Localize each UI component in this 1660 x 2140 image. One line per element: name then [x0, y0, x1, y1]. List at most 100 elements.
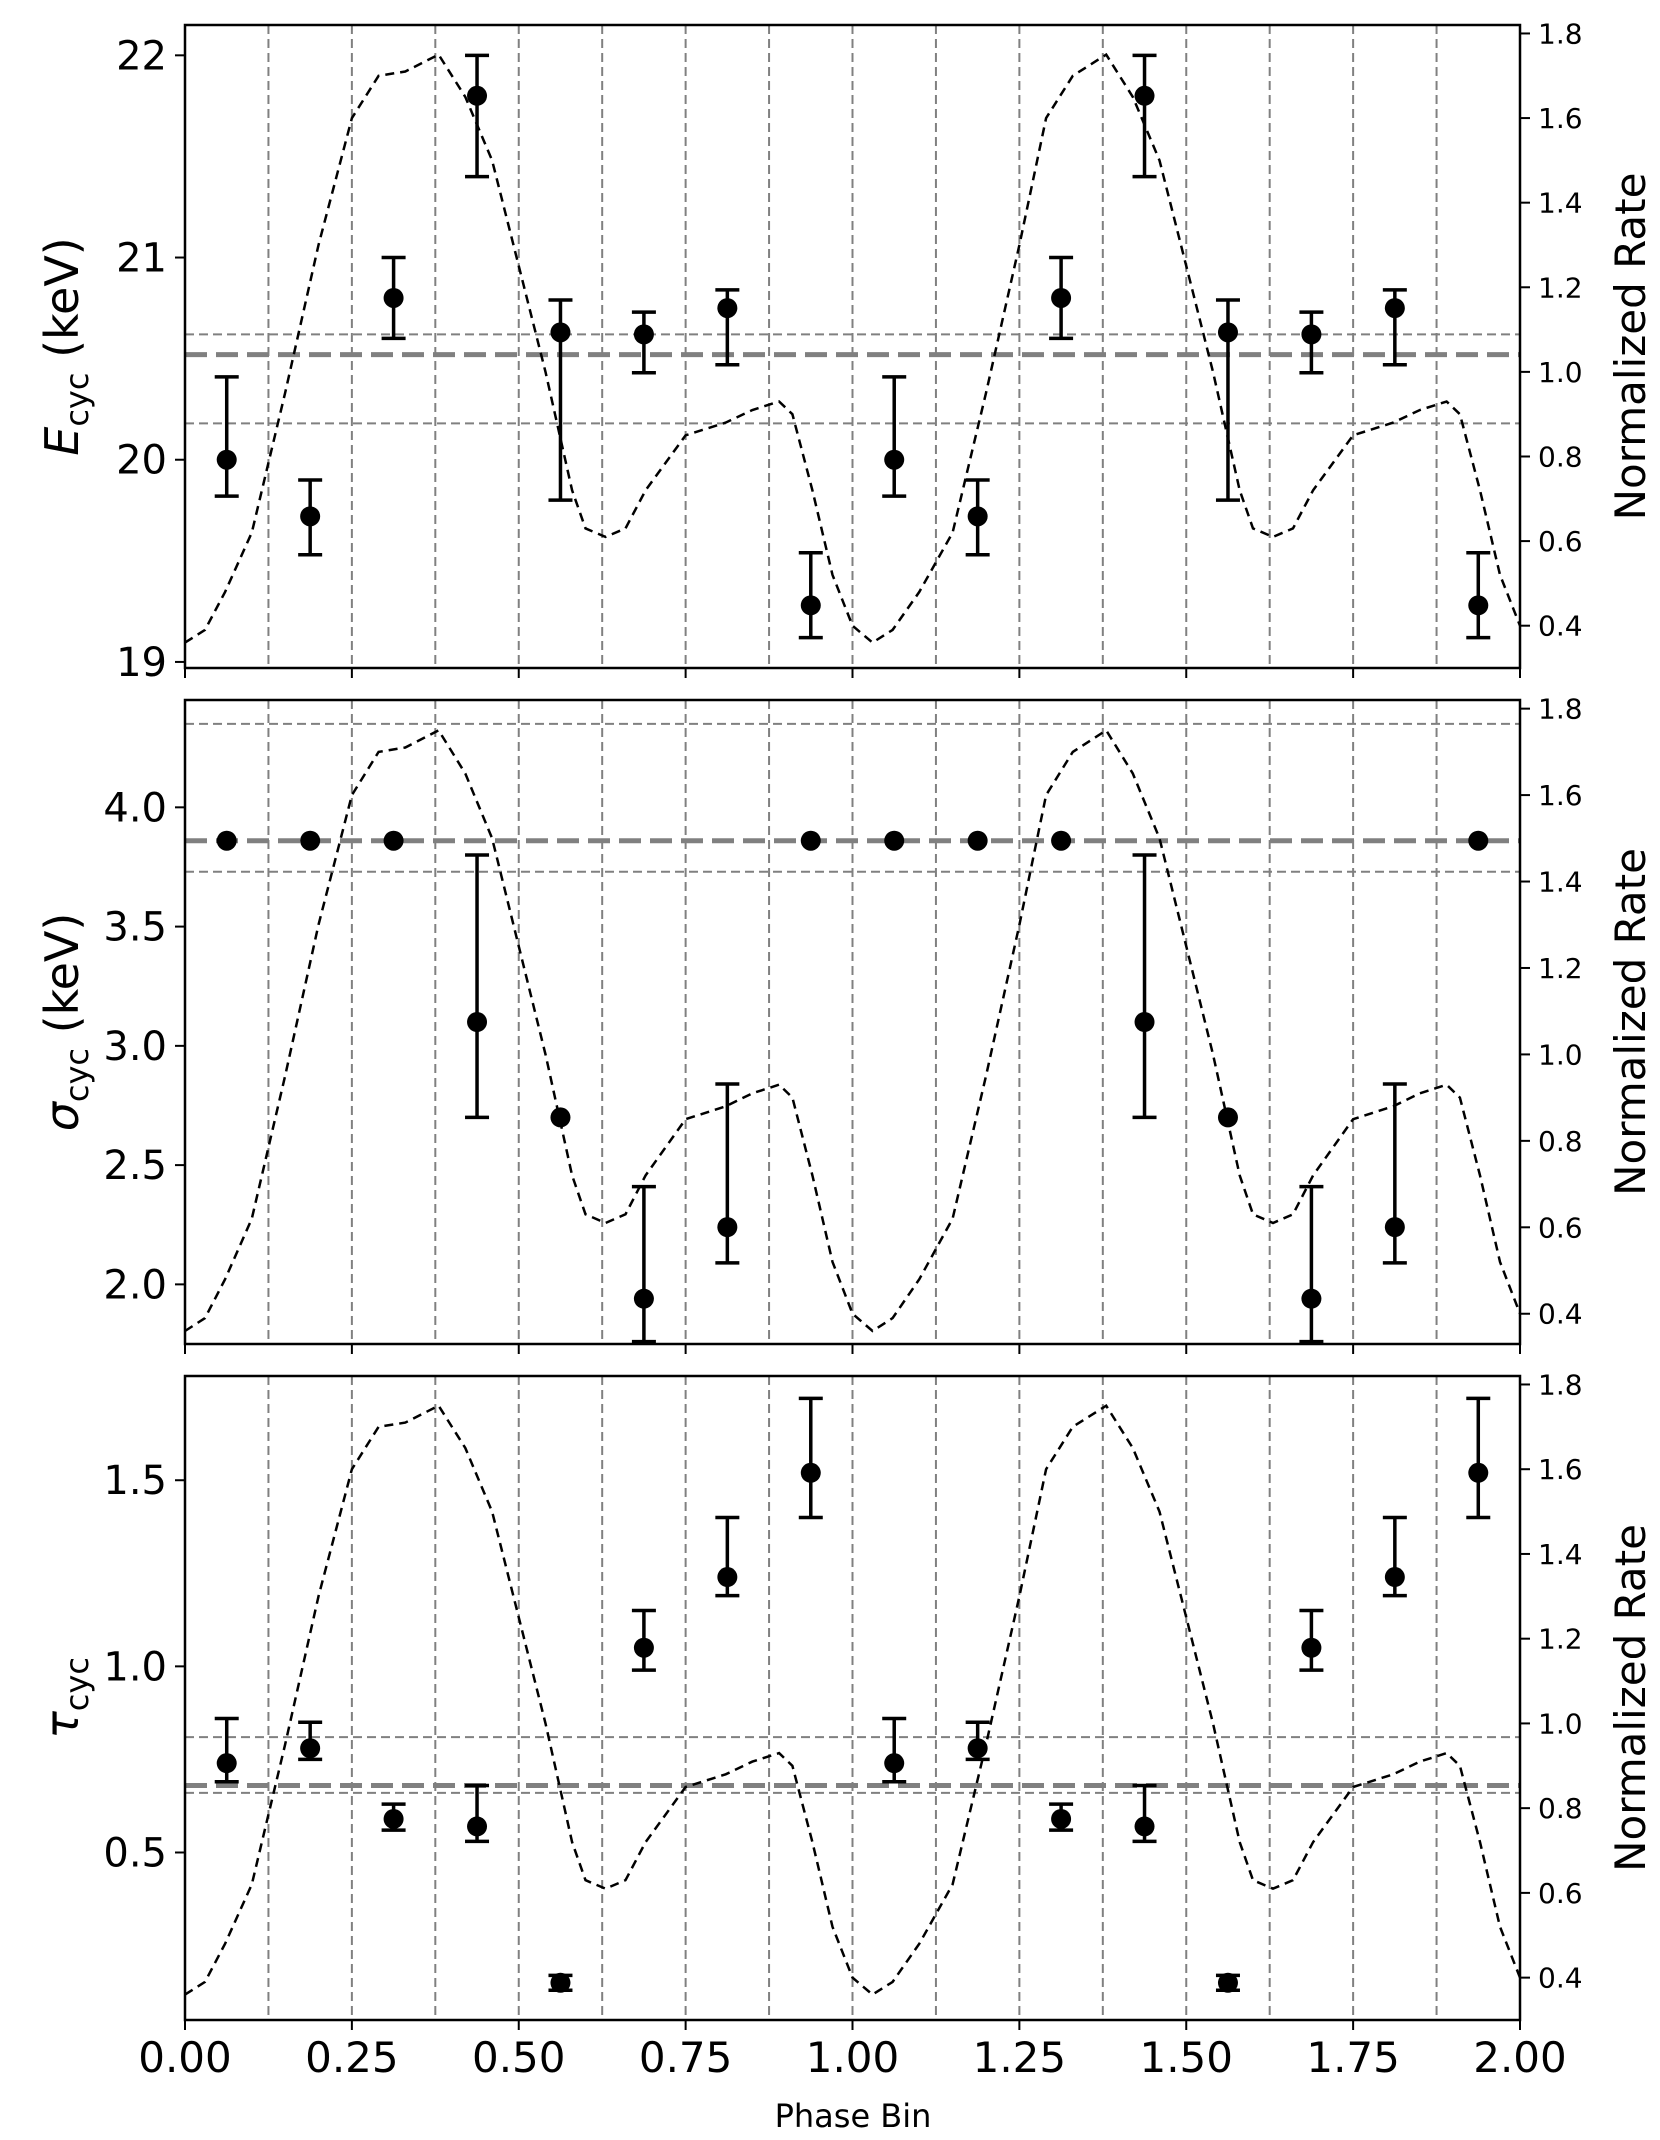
x-tick-label: 1.75: [1306, 2033, 1400, 2082]
x-tick-label: 0.25: [305, 2033, 399, 2082]
x-tick-label: 1.50: [1139, 2033, 1233, 2082]
y-label-subscript: cyc: [58, 1048, 96, 1102]
data-point: [1051, 1808, 1072, 1829]
x-tick-label: 1.25: [973, 2033, 1067, 2082]
right-y-tick-label: 1.8: [1538, 17, 1583, 50]
right-y-tick-label: 1.8: [1538, 693, 1583, 726]
right-y-tick-label: 0.4: [1538, 1962, 1583, 1995]
data-point: [1468, 595, 1489, 616]
y-tick-label: 1.5: [103, 1458, 167, 1504]
right-y-tick-label: 0.8: [1538, 1125, 1583, 1158]
right-y-tick-label: 1.2: [1538, 1623, 1583, 1656]
data-point: [884, 1753, 905, 1774]
right-y-tick-label: 0.4: [1538, 1298, 1583, 1331]
y-axis-label: τcyc: [35, 1657, 96, 1739]
data-point: [1384, 298, 1405, 319]
data-point: [467, 1816, 488, 1837]
y-tick-label: 20: [116, 438, 167, 484]
right-y-tick-label: 1.0: [1538, 356, 1583, 389]
data-point: [1468, 830, 1489, 851]
data-point: [1384, 1567, 1405, 1588]
y-tick-label: 2.5: [103, 1143, 167, 1189]
y-tick-label: 3.5: [103, 905, 167, 951]
right-y-tick-label: 0.6: [1538, 1211, 1583, 1244]
y-tick-label: 2.0: [103, 1262, 167, 1308]
right-y-tick-label: 1.6: [1538, 1453, 1583, 1486]
right-y-tick-label: 1.6: [1538, 779, 1583, 812]
y-tick-label: 22: [116, 33, 167, 79]
data-point: [550, 1107, 571, 1128]
data-point: [216, 830, 237, 851]
right-y-tick-label: 1.4: [1538, 866, 1583, 899]
data-point: [1051, 287, 1072, 308]
data-point: [884, 449, 905, 470]
right-y-tick-label: 0.6: [1538, 1877, 1583, 1910]
x-tick-label: 1.00: [806, 2033, 900, 2082]
right-y-axis-label: Normalized Rate: [1606, 173, 1655, 521]
y-tick-label: 19: [116, 640, 167, 686]
right-y-axis-label: Normalized Rate: [1606, 1524, 1655, 1872]
right-y-tick-label: 1.2: [1538, 271, 1583, 304]
data-point: [467, 1012, 488, 1032]
pulse-profile-line: [184, 1403, 1522, 1997]
data-point: [884, 830, 905, 851]
data-point: [216, 1753, 237, 1774]
y-label-symbol: τ: [35, 1711, 89, 1739]
data-point: [717, 1567, 738, 1588]
y-label-symbol: σ: [35, 1100, 89, 1131]
data-point: [800, 595, 821, 616]
right-y-tick-label: 1.4: [1538, 1538, 1583, 1571]
data-point: [300, 830, 321, 851]
panel-sigma-cyc: 2.0 2.5 3.0 3.5 4.0 0.4 0.6 0.8 1.0 1.2 1.4 1.6 1.8 σ…: [35, 693, 1655, 1354]
data-point: [717, 298, 738, 319]
right-y-tick-label: 0.4: [1538, 610, 1583, 643]
data-point: [967, 506, 988, 527]
right-y-tick-label: 1.2: [1538, 952, 1583, 985]
pulse-profile-line: [184, 52, 1522, 645]
right-y-tick-label: 0.8: [1538, 1792, 1583, 1825]
data-point: [1134, 1012, 1155, 1032]
data-point: [967, 1738, 988, 1759]
data-point: [467, 85, 488, 106]
y-label-unit: (keV): [35, 237, 89, 372]
data-point: [800, 830, 821, 851]
data-point: [1301, 1637, 1322, 1658]
panel-e-cyc: 19 20 21 22 0.4 0.6 0.8 1.0 1.2 1.4 1.6 1.8 Ecyc (ke…: [35, 17, 1655, 685]
y-label-symbol: E: [35, 427, 89, 456]
y-tick-label: 4.0: [103, 785, 167, 831]
y-label-subscript: cyc: [58, 373, 96, 427]
y-label-subscript: cyc: [58, 1657, 96, 1711]
y-axis-label: Ecyc (keV): [35, 237, 96, 456]
y-tick-label: 3.0: [103, 1024, 167, 1070]
data-point: [1217, 1107, 1238, 1128]
data-point: [1217, 1972, 1238, 1993]
data-point: [1051, 830, 1072, 851]
right-y-tick-label: 0.6: [1538, 525, 1583, 558]
right-y-axis-label: Normalized Rate: [1606, 848, 1655, 1196]
x-tick-label: 0.50: [472, 2033, 566, 2082]
data-point: [633, 1637, 654, 1658]
y-tick-label: 1.0: [103, 1644, 167, 1690]
x-tick-label: 0.75: [639, 2033, 733, 2082]
x-tick-label: 0.00: [138, 2033, 232, 2082]
data-point: [1134, 1816, 1155, 1837]
panel-tau-cyc: 0.00 0.25 0.50 0.75 1.00 1.25 1.50 1.75 2.00 0.5 1…: [35, 1368, 1655, 2082]
data-point: [1301, 324, 1322, 345]
right-y-tick-label: 1.8: [1538, 1368, 1583, 1401]
data-point: [800, 1462, 821, 1483]
y-tick-label: 0.5: [103, 1830, 167, 1876]
data-point: [633, 324, 654, 345]
data-point: [300, 1738, 321, 1759]
data-point: [550, 322, 571, 343]
data-point: [1301, 1288, 1322, 1309]
data-point: [1384, 1217, 1405, 1238]
data-point: [1217, 322, 1238, 343]
right-y-tick-label: 1.0: [1538, 1038, 1583, 1071]
y-label-unit: (keV): [35, 913, 89, 1048]
data-point: [383, 1808, 404, 1829]
right-y-tick-label: 0.8: [1538, 440, 1583, 473]
data-point: [633, 1288, 654, 1309]
x-axis-label: Phase Bin: [775, 2097, 932, 2135]
data-point: [717, 1217, 738, 1238]
